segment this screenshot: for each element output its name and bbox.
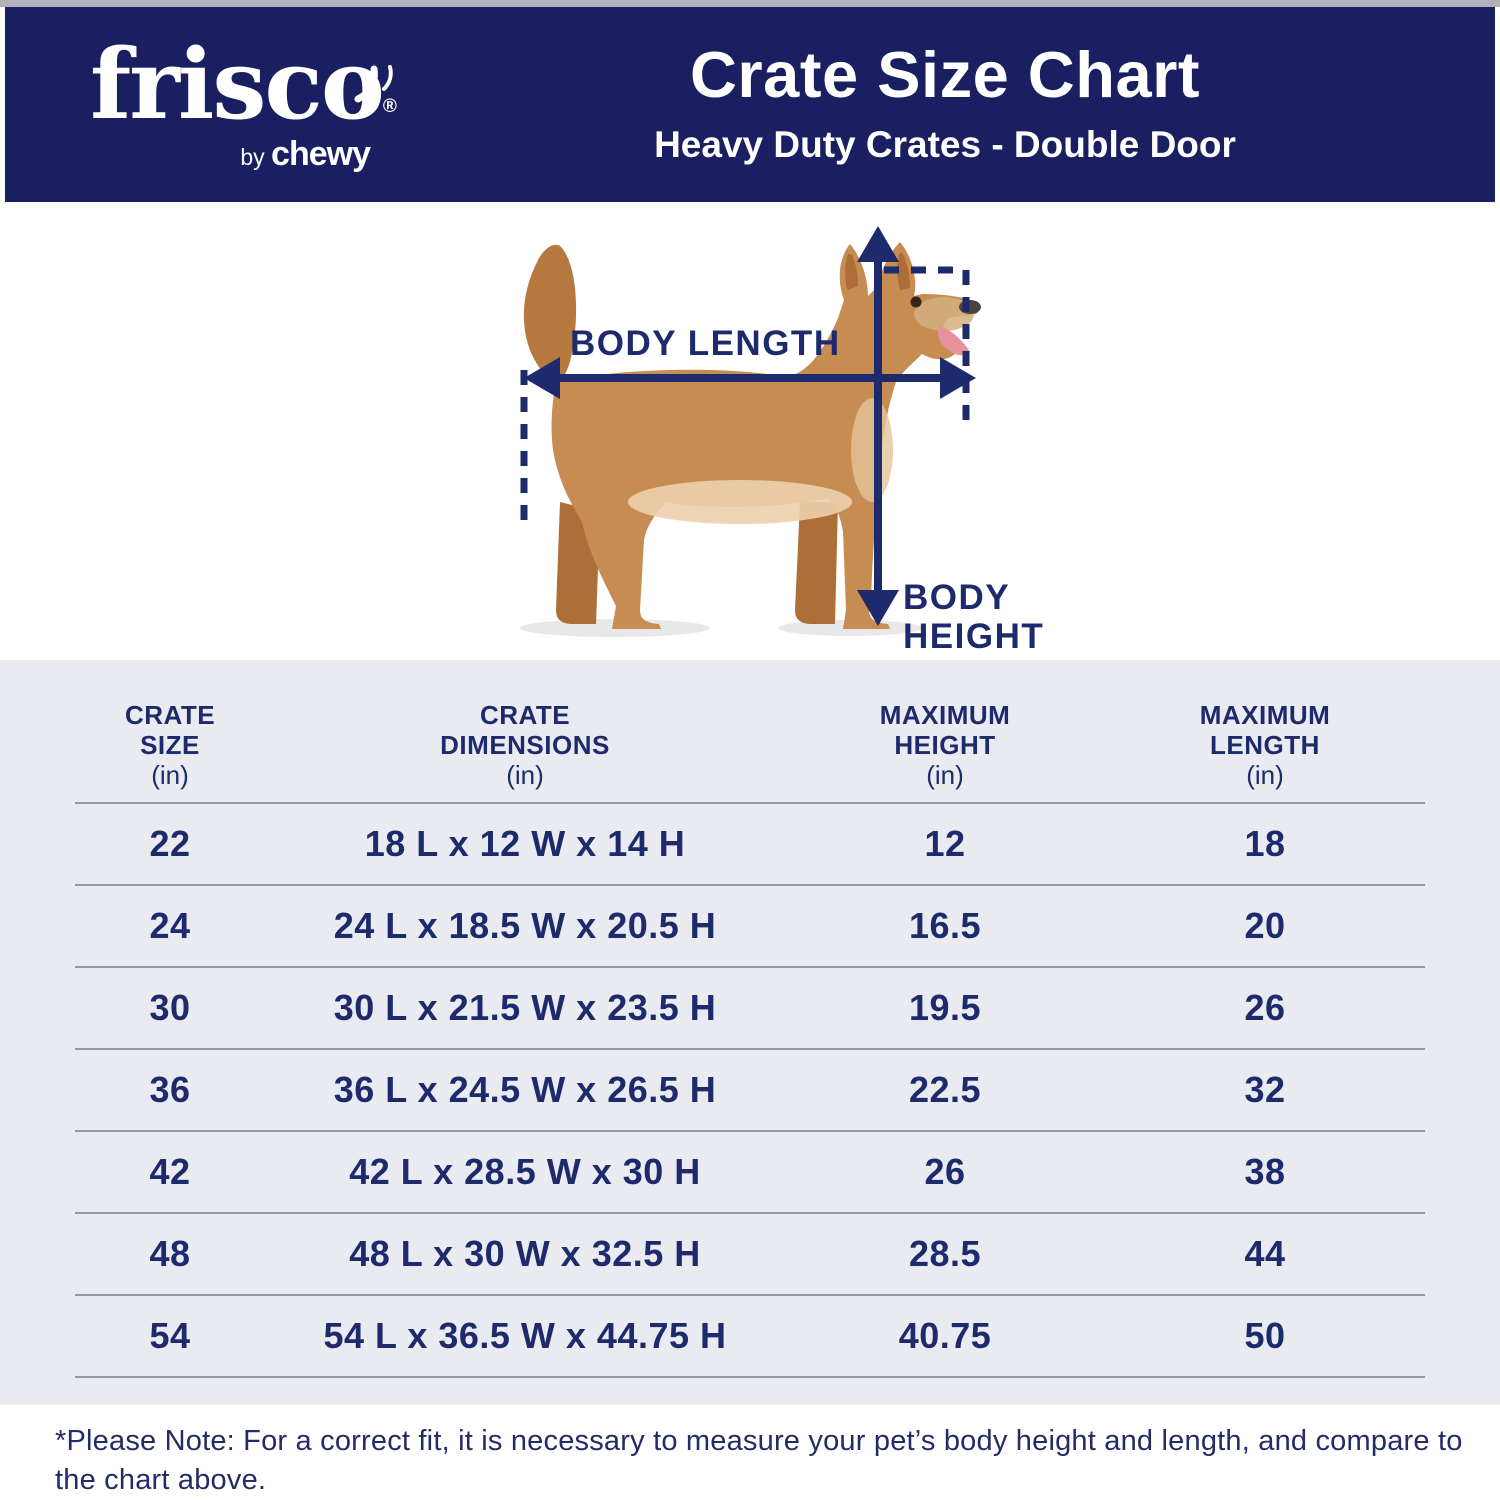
measurement-arrows [520,226,976,626]
cell-crate-dimensions: 18 L x 12 W x 14 H [364,823,686,864]
cell-maximum-height: 22.5 [908,1069,982,1110]
dog-illustration [520,226,981,637]
cell-crate-dimensions: 42 L x 28.5 W x 30 H [349,1151,701,1192]
arrowhead-right [940,357,976,399]
logo-swash-icon [354,65,393,103]
arrowhead-down [857,590,899,626]
page-title: Crate Size Chart [689,38,1201,111]
table-row: 48 48 L x 30 W x 32.5 H 28.5 44 [75,1214,1425,1296]
registered-mark: ® [382,96,397,117]
cell-maximum-length: 32 [1244,1069,1286,1110]
cell-crate-size: 48 [149,1233,191,1274]
brand-logo: frisco® by chewy [90,37,397,172]
cell-maximum-length: 50 [1244,1315,1286,1356]
page-subtitle: Heavy Duty Crates - Double Door [654,124,1236,165]
cell-maximum-height: 40.75 [898,1315,992,1356]
measurement-diagram: BODY LENGTH BODY HEIGHT [0,202,1500,660]
dog-far-front-leg [795,502,838,624]
brand-header: frisco® by chewy Crate Size Chart Heavy … [5,7,1495,202]
dog-belly-patch [628,480,852,524]
size-table: CRATE SIZE (in) CRATE DIMENSIONS (in) MA… [0,660,1500,1405]
cell-crate-dimensions: 24 L x 18.5 W x 20.5 H [333,905,717,946]
cell-crate-size: 42 [149,1151,191,1192]
dog-nose [959,300,981,314]
dog-tail [523,244,577,386]
arrowhead-up [857,226,899,262]
cell-crate-dimensions: 54 L x 36.5 W x 44.75 H [323,1315,727,1356]
cell-maximum-length: 18 [1244,823,1286,864]
cell-maximum-length: 44 [1244,1233,1286,1274]
cell-maximum-height: 12 [924,823,966,864]
table-row: 30 30 L x 21.5 W x 23.5 H 19.5 26 [75,968,1425,1050]
column-title: MAXIMUM HEIGHT [879,700,1011,760]
byline: by chewy [90,137,380,171]
body-height-label: BODY HEIGHT [903,578,1045,656]
dog-eye [910,296,922,308]
cell-maximum-height: 28.5 [908,1233,982,1274]
column-header-maximum-height: MAXIMUM HEIGHT (in) [785,700,1105,790]
dog-ear-inner [897,252,910,290]
top-border-strip [0,0,1500,7]
title-block: Crate Size Chart Heavy Duty Crates - Dou… [475,7,1415,166]
column-unit: (in) [151,760,189,790]
table-header-row: CRATE SIZE (in) CRATE DIMENSIONS (in) MA… [75,700,1425,804]
cell-maximum-length: 38 [1244,1151,1286,1192]
dog-chest-patch [851,398,893,502]
cell-maximum-height: 19.5 [908,987,982,1028]
cell-maximum-height: 26 [924,1151,966,1192]
footnote: *Please Note: For a correct fit, it is n… [0,1405,1500,1500]
cell-crate-dimensions: 48 L x 30 W x 32.5 H [349,1233,701,1274]
table-row: 24 24 L x 18.5 W x 20.5 H 16.5 20 [75,886,1425,968]
dog-body [551,242,980,629]
cell-crate-size: 54 [149,1315,191,1356]
table-row: 22 18 L x 12 W x 14 H 12 18 [75,804,1425,886]
column-title: MAXIMUM LENGTH [1199,700,1331,760]
column-title: CRATE SIZE [124,700,216,760]
frisco-wordmark: frisco® [90,37,397,133]
column-unit: (in) [926,760,964,790]
cell-crate-dimensions: 30 L x 21.5 W x 23.5 H [333,987,717,1028]
column-header-maximum-length: MAXIMUM LENGTH (in) [1105,700,1425,790]
byline-by-text: by [240,144,272,170]
footnote-line-1: *Please Note: For a correct fit, it is n… [55,1425,1463,1496]
table-row: 36 36 L x 24.5 W x 26.5 H 22.5 32 [75,1050,1425,1132]
chewy-wordmark: chewy [271,135,371,173]
cell-crate-size: 36 [149,1069,191,1110]
column-unit: (in) [1246,760,1284,790]
cell-crate-size: 22 [149,823,191,864]
table-row: 42 42 L x 28.5 W x 30 H 26 38 [75,1132,1425,1214]
cell-maximum-height: 16.5 [908,905,982,946]
column-header-crate-size: CRATE SIZE (in) [75,700,265,790]
cell-crate-dimensions: 36 L x 24.5 W x 26.5 H [333,1069,717,1110]
column-title: CRATE DIMENSIONS [440,700,610,760]
arrowhead-left [524,357,560,399]
table-row: 54 54 L x 36.5 W x 44.75 H 40.75 50 [75,1296,1425,1378]
dog-ear-inner [845,254,858,290]
column-header-crate-dimensions: CRATE DIMENSIONS (in) [265,700,785,790]
dog-muzzle-patch [914,297,974,331]
cell-crate-size: 30 [149,987,191,1028]
body-length-label: BODY LENGTH [570,324,841,363]
column-unit: (in) [506,760,544,790]
cell-crate-size: 24 [149,905,191,946]
cell-maximum-length: 26 [1244,987,1286,1028]
frisco-text: frisco [90,28,385,141]
cell-maximum-length: 20 [1244,905,1286,946]
dog-tongue [937,326,970,356]
